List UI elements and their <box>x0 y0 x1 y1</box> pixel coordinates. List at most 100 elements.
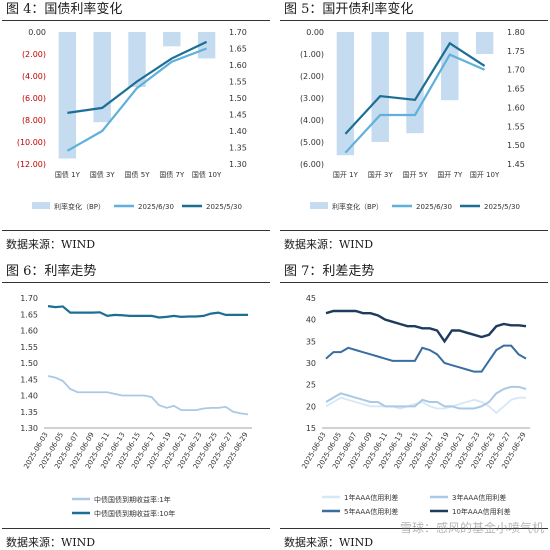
x-tick-label: 国债 5Y <box>125 170 151 179</box>
y-left-tick-label: (8.00) <box>22 116 46 125</box>
y-left-tick-label: (6.00) <box>300 160 324 169</box>
legend-label: 10年AAA信用利差 <box>452 507 511 516</box>
series-line <box>325 344 527 373</box>
y-left-tick-label: (10.00) <box>17 138 46 147</box>
bar <box>475 32 494 54</box>
watermark: 雪球：感风的基金小喷气机 <box>399 521 544 535</box>
series-line <box>66 47 207 152</box>
y-right-tick-label: 1.60 <box>507 103 525 112</box>
series-line <box>47 305 248 319</box>
series-line <box>344 41 486 135</box>
panel-fig4: 图 4：国债利率变化 0.00 (2.00) (4.00) (6.00) (8.00) (… <box>2 0 270 262</box>
fig6-source: 数据来源：WIND <box>6 536 96 549</box>
legend-label: 3年AAA信用利差 <box>452 493 506 502</box>
fig7-title: 图 7：利差走势 <box>280 262 548 283</box>
x-tick-label: 国开 7Y <box>437 171 463 179</box>
y-tick-label: 1.35 <box>20 408 38 417</box>
series-line <box>325 385 527 410</box>
bar <box>58 32 77 159</box>
y-right-tick-label: 1.60 <box>229 61 247 70</box>
fig7-chart: 454035302520152025-06-032025-06-052025-0… <box>300 294 530 516</box>
series-line <box>344 53 486 154</box>
y-tick-label: 15 <box>306 424 316 433</box>
y-tick-label: 35 <box>306 337 316 346</box>
y-right-tick-label: 1.50 <box>507 141 525 150</box>
x-tick-label: 国债 10Y <box>192 170 222 179</box>
legend-swatch-bar <box>32 202 50 209</box>
y-tick-label: 40 <box>306 316 316 325</box>
y-right-tick-label: 1.80 <box>507 28 525 37</box>
bar <box>128 32 146 87</box>
y-tick-label: 20 <box>306 402 316 411</box>
y-left-tick-label: (6.00) <box>22 94 46 103</box>
legend-label: 利率变化（BP） <box>332 202 383 211</box>
y-right-tick-label: 1.70 <box>507 66 525 75</box>
y-right-tick-label: 1.55 <box>507 122 525 131</box>
legend-label: 1年AAA信用利差 <box>344 493 398 502</box>
bar <box>371 32 389 142</box>
fig5-title: 图 5：国开债利率变化 <box>280 0 548 21</box>
y-right-tick-label: 1.45 <box>229 111 247 120</box>
y-tick-label: 1.30 <box>20 424 38 433</box>
panel-fig6: 图 6：利率走势 1.70 1.65 1.60 1.55 1.50 1.45 1.40 1.3… <box>2 262 270 550</box>
x-tick-label: 国债 3Y <box>90 170 116 179</box>
y-tick-label: 1.50 <box>20 359 38 368</box>
bar <box>93 32 111 123</box>
y-tick-label: 1.45 <box>20 375 38 384</box>
y-left-tick-label: 0.00 <box>28 28 46 37</box>
series-line <box>67 40 208 114</box>
series-line <box>47 375 249 416</box>
x-tick-label: 国债 1Y <box>55 170 81 179</box>
fig5-source: 数据来源：WIND <box>284 238 374 251</box>
y-tick-label: 1.65 <box>20 310 38 319</box>
bar <box>163 32 181 47</box>
y-tick-label: 1.40 <box>20 392 38 401</box>
fig4-title: 图 4：国债利率变化 <box>2 0 270 21</box>
y-tick-label: 45 <box>306 294 316 303</box>
y-left-tick-label: (2.00) <box>300 72 324 81</box>
y-right-tick-label: 1.70 <box>229 28 247 37</box>
fig4-source: 数据来源：WIND <box>6 238 96 251</box>
y-right-tick-label: 1.75 <box>507 47 525 56</box>
y-left-tick-label: (2.00) <box>22 50 46 59</box>
y-tick-label: 1.55 <box>20 343 38 352</box>
y-left-tick-label: (3.00) <box>300 94 324 103</box>
y-tick-label: 1.60 <box>20 327 38 336</box>
y-tick-label: 25 <box>306 381 316 390</box>
y-right-tick-label: 1.45 <box>507 160 525 169</box>
y-left-tick-label: 0.00 <box>306 28 324 37</box>
fig5-chart: 0.00 (1.00) (2.00) (3.00) (4.00) (5.00) (6.00)… <box>300 28 525 211</box>
fig6-title: 图 6：利率走势 <box>2 262 270 283</box>
y-left-tick-label: (1.00) <box>300 50 324 59</box>
x-tick-label: 国开 10Y <box>470 171 500 179</box>
legend-label: 5年AAA信用利差 <box>344 507 398 516</box>
series-line <box>325 309 527 344</box>
x-tick-label: 国开 1Y <box>333 171 359 179</box>
series-line <box>325 396 526 415</box>
panel-fig5: 图 5：国开债利率变化 0.00 (1.00) (2.00) (3.00) (4.00)… <box>280 0 548 262</box>
panel-fig7: 图 7：利差走势 45 40 35 30 25 20 15 2025-06-03 2025-06… <box>280 262 548 550</box>
legend-swatch-bar <box>310 202 328 209</box>
y-right-tick-label: 1.65 <box>507 85 525 94</box>
bar <box>197 32 216 59</box>
bar <box>406 32 424 134</box>
x-tick-label: 国开 5Y <box>403 171 429 179</box>
y-left-tick-label: (4.00) <box>22 72 46 81</box>
y-right-tick-label: 1.40 <box>229 127 247 136</box>
legend-label: 2025/5/30 <box>484 203 520 211</box>
y-right-tick-label: 1.55 <box>229 78 247 87</box>
y-right-tick-label: 1.50 <box>229 94 247 103</box>
legend-label: 利率变化（BP） <box>54 202 105 211</box>
legend-label: 2025/6/30 <box>416 203 452 211</box>
y-left-tick-label: (5.00) <box>300 138 324 147</box>
bar <box>336 32 355 156</box>
y-tick-label: 30 <box>306 359 316 368</box>
y-left-tick-label: (4.00) <box>300 116 324 125</box>
legend-label: 中债国债到期收益率:10年 <box>94 509 175 518</box>
legend-label: 2025/6/30 <box>138 203 174 211</box>
fig7-source: 数据来源：WIND <box>284 536 374 549</box>
legend-label: 中债国债到期收益率:1年 <box>94 495 171 504</box>
x-tick-label: 国债 7Y <box>159 170 185 179</box>
y-left-tick-label: (12.00) <box>17 160 46 169</box>
y-right-tick-label: 1.35 <box>229 144 247 153</box>
